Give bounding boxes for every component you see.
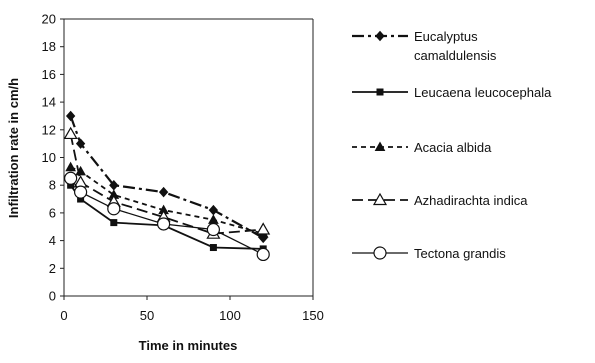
legend-item: Eucalyptus camaldulensis	[352, 29, 497, 63]
legend-label: Azhadirachta indica	[414, 193, 528, 208]
data-point	[208, 204, 219, 216]
legend-item: Azhadirachta indica	[352, 192, 528, 208]
legend-item: Leucaena leucocephala	[352, 85, 552, 100]
y-tick-label: 16	[42, 67, 56, 82]
x-tick-label: 150	[302, 308, 324, 323]
data-point	[256, 222, 271, 235]
x-tick-label: 50	[140, 308, 154, 323]
y-tick-label: 18	[42, 39, 56, 54]
y-axis-title: Infiltration rate in cm/h	[6, 78, 21, 218]
data-point	[65, 161, 76, 172]
legend-item: Tectona grandis	[352, 246, 506, 261]
x-tick-label: 0	[60, 308, 67, 323]
data-point	[63, 126, 78, 140]
series-layer	[63, 110, 271, 262]
y-tick-label: 4	[49, 233, 56, 248]
y-tick-label: 20	[42, 12, 56, 27]
legend-marker	[373, 246, 387, 260]
legend-marker	[376, 88, 384, 96]
legend-label: Eucalyptus	[414, 29, 478, 44]
y-tick-label: 6	[49, 205, 56, 220]
data-point	[158, 186, 169, 198]
series-line	[69, 115, 264, 239]
data-point	[65, 110, 76, 122]
legend-marker	[375, 30, 385, 42]
series-5	[64, 171, 270, 262]
legend-marker	[374, 141, 386, 151]
data-point	[110, 219, 118, 227]
legend-label: Tectona grandis	[414, 246, 506, 261]
legend-label: camaldulensis	[414, 48, 497, 63]
data-point	[209, 244, 217, 252]
data-point	[206, 222, 220, 237]
legend-item: Acacia albida	[352, 140, 492, 155]
data-point	[64, 171, 78, 185]
data-point	[157, 217, 171, 231]
data-point	[208, 214, 219, 224]
x-axis-title: Time in minutes	[139, 338, 238, 353]
x-tick-label: 100	[219, 308, 241, 323]
data-point	[256, 247, 270, 262]
legend-label: Leucaena leucocephala	[414, 85, 552, 100]
y-tick-label: 14	[42, 95, 56, 110]
y-tick-label: 8	[49, 178, 56, 193]
legend-marker	[372, 192, 388, 206]
y-tick-label: 0	[49, 289, 56, 304]
y-tick-label: 12	[42, 122, 56, 137]
y-tick-label: 10	[42, 150, 56, 165]
data-point	[75, 138, 86, 149]
y-tick-label: 2	[49, 261, 56, 276]
data-point	[107, 202, 121, 216]
legend: Eucalyptus camaldulensis Leucaena leucocep…	[352, 29, 552, 261]
legend-label: Acacia albida	[414, 140, 492, 155]
data-point	[73, 185, 88, 199]
axes: 0 2 4 6 8 10 12 14 16 18 20 0 50 100 150	[42, 12, 324, 324]
